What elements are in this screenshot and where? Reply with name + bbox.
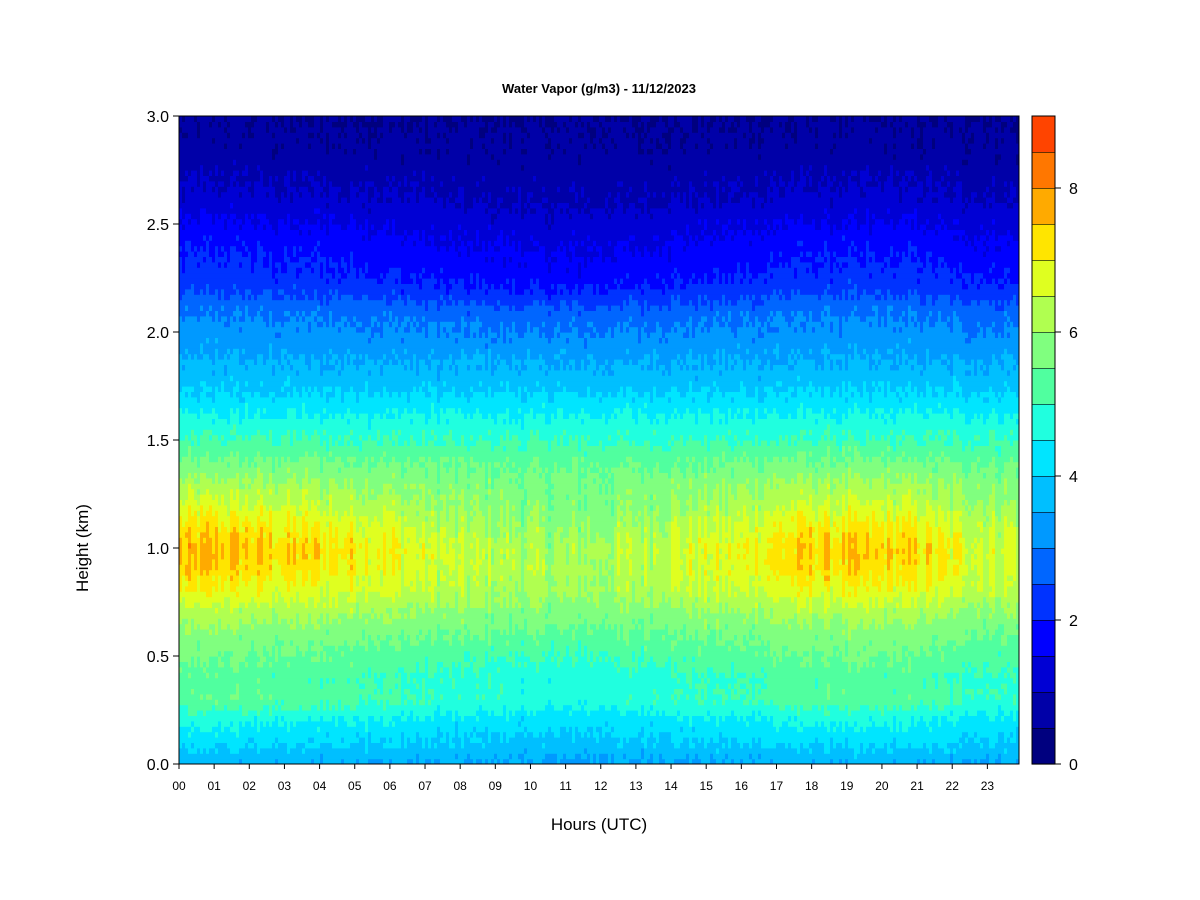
heatmap-area xyxy=(179,116,1020,765)
chart-title: Water Vapor (g/m3) - 11/12/2023 xyxy=(502,81,696,96)
